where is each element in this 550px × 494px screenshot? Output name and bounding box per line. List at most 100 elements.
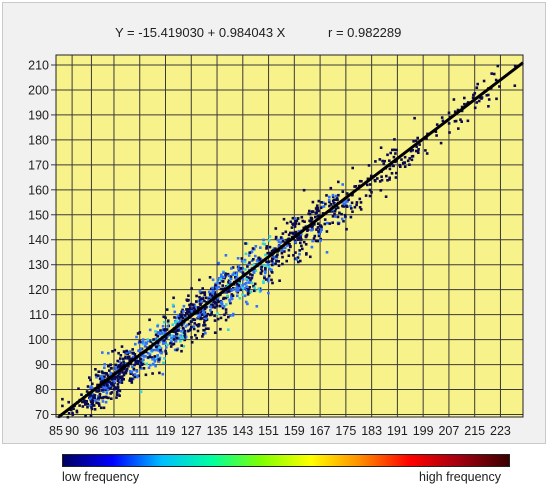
scatter-point bbox=[208, 276, 212, 279]
scatter-point bbox=[232, 288, 235, 291]
scatter-point bbox=[239, 267, 243, 270]
scatter-point bbox=[202, 324, 205, 327]
scatter-point bbox=[119, 354, 123, 357]
scatter-point bbox=[202, 310, 206, 314]
scatter-point bbox=[149, 340, 153, 343]
scatter-point bbox=[244, 282, 248, 285]
scatter-point bbox=[253, 286, 256, 290]
scatter-point bbox=[259, 272, 263, 275]
scatter-point bbox=[259, 246, 262, 249]
y-tick-label: 100 bbox=[28, 333, 49, 347]
scatter-point bbox=[187, 329, 190, 333]
scatter-point bbox=[243, 286, 246, 290]
scatter-point bbox=[198, 278, 201, 282]
scatter-point bbox=[222, 296, 226, 300]
scatter-point bbox=[471, 96, 475, 99]
scatter-point bbox=[318, 228, 321, 231]
scatter-point bbox=[148, 355, 152, 358]
scatter-point bbox=[155, 348, 159, 352]
scatter-point bbox=[122, 350, 126, 353]
scatter-point bbox=[217, 285, 221, 289]
plot-border bbox=[55, 54, 524, 418]
scatter-point bbox=[266, 279, 270, 283]
scatter-point bbox=[358, 206, 362, 209]
scatter-point bbox=[119, 357, 122, 360]
scatter-point bbox=[107, 351, 110, 355]
scatter-point bbox=[254, 245, 258, 248]
scatter-point bbox=[388, 176, 391, 180]
scatter-point bbox=[277, 245, 281, 248]
scatter-point bbox=[94, 368, 97, 371]
scatter-point bbox=[203, 321, 206, 324]
scatter-point bbox=[252, 271, 256, 274]
scatter-point bbox=[247, 263, 250, 266]
scatter-point bbox=[181, 308, 184, 312]
scatter-point bbox=[325, 230, 329, 233]
scatter-point bbox=[247, 291, 251, 294]
scatter-point bbox=[337, 180, 340, 184]
scatter-point bbox=[91, 382, 94, 386]
scatter-point bbox=[297, 238, 300, 241]
scatter-point bbox=[264, 264, 268, 267]
scatter-point bbox=[513, 64, 517, 68]
x-tick-label: 96 bbox=[84, 424, 98, 438]
scatter-point bbox=[267, 239, 271, 242]
scatter-point bbox=[246, 276, 249, 279]
scatter-point bbox=[277, 264, 281, 267]
scatter-point bbox=[124, 371, 128, 375]
scatter-point bbox=[115, 396, 118, 399]
scatter-point bbox=[226, 273, 229, 276]
scatter-point bbox=[315, 228, 318, 231]
scatter-point bbox=[207, 327, 210, 330]
scatter-point bbox=[475, 101, 478, 104]
scatter-point bbox=[203, 293, 207, 297]
scatter-point bbox=[466, 119, 470, 123]
frequency-colorbar bbox=[62, 454, 510, 467]
scatter-point bbox=[291, 216, 295, 220]
scatter-point bbox=[71, 411, 74, 415]
scatter-point bbox=[125, 369, 128, 373]
scatter-point bbox=[285, 259, 288, 263]
scatter-point bbox=[329, 186, 333, 190]
scatter-point bbox=[224, 272, 227, 275]
scatter-point bbox=[91, 402, 95, 406]
scatter-point bbox=[99, 406, 103, 410]
scatter-point bbox=[380, 178, 384, 182]
scatter-point bbox=[248, 261, 251, 264]
scatter-point bbox=[406, 159, 410, 163]
scatter-point bbox=[383, 159, 386, 163]
scatter-point bbox=[282, 217, 286, 221]
scatter-point bbox=[262, 238, 265, 242]
scatter-point bbox=[196, 324, 200, 328]
scatter-point bbox=[175, 320, 179, 323]
scatter-point bbox=[213, 301, 217, 305]
scatter-point bbox=[311, 210, 315, 214]
scatter-point bbox=[287, 233, 291, 237]
scatter-point bbox=[147, 366, 151, 370]
scatter-point bbox=[241, 266, 244, 270]
scatter-point bbox=[274, 227, 278, 230]
scatter-point bbox=[230, 267, 233, 270]
scatter-point bbox=[307, 228, 310, 231]
scatter-point bbox=[81, 405, 85, 408]
scatter-point bbox=[300, 232, 303, 236]
scatter-point bbox=[476, 82, 479, 86]
scatter-point bbox=[319, 224, 323, 227]
y-tick-label: 170 bbox=[28, 158, 49, 172]
scatter-point bbox=[103, 371, 106, 375]
scatter-point bbox=[141, 341, 144, 344]
scatter-point bbox=[292, 254, 295, 257]
scatter-point bbox=[222, 271, 225, 274]
scatter-point bbox=[165, 328, 169, 331]
scatter-point bbox=[408, 163, 411, 166]
scatter-point bbox=[300, 215, 304, 219]
scatter-point bbox=[181, 313, 184, 316]
scatter-point bbox=[97, 387, 101, 391]
scatter-point bbox=[195, 323, 199, 327]
scatter-point bbox=[355, 201, 359, 204]
scatter-point bbox=[158, 346, 161, 349]
scatter-point bbox=[103, 363, 106, 366]
scatter-point bbox=[367, 164, 371, 167]
scatter-point bbox=[311, 224, 314, 228]
scatter-point bbox=[221, 284, 224, 287]
